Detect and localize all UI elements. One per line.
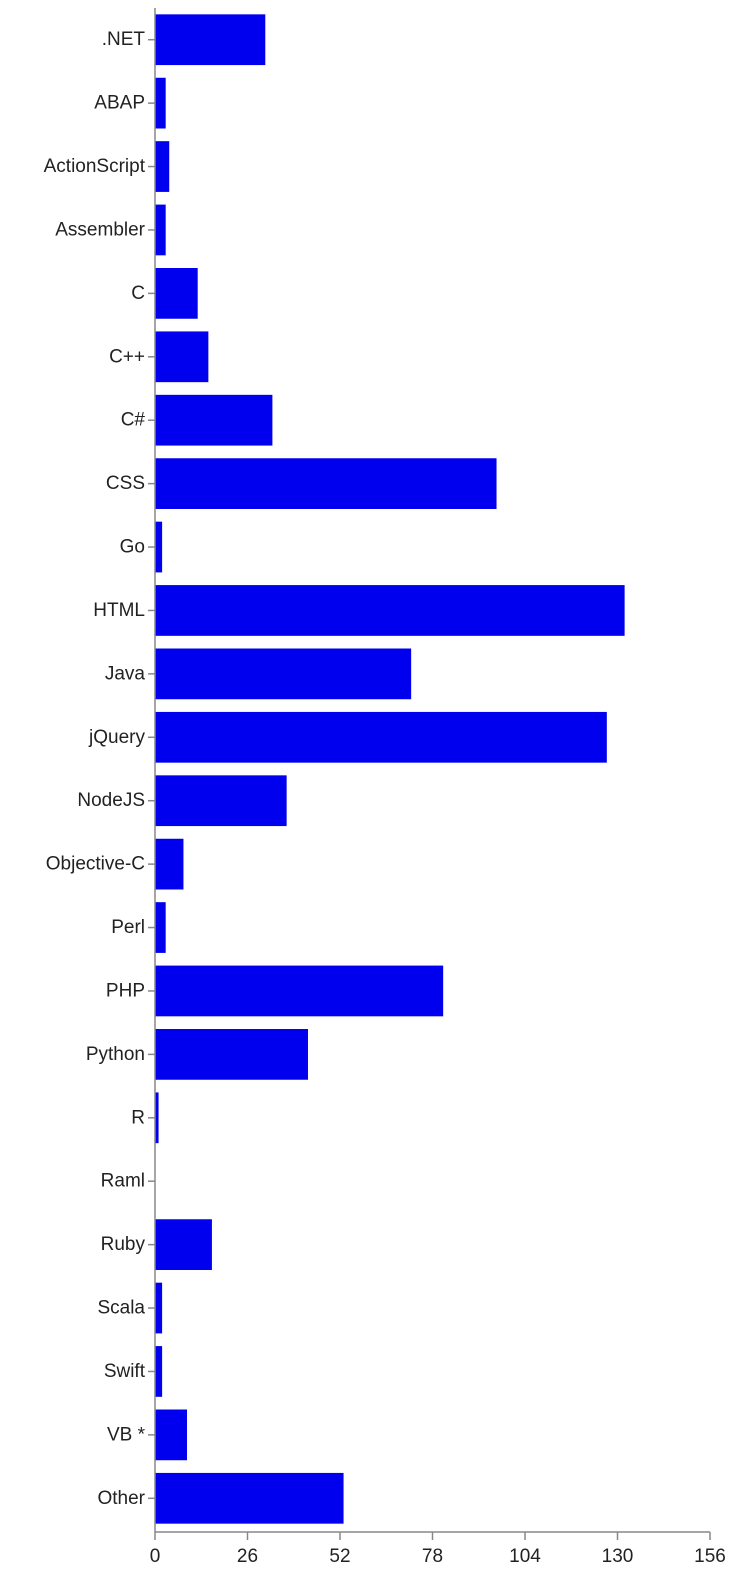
category-label: Assembler — [55, 219, 145, 240]
bar-python — [155, 1029, 308, 1080]
bar-assembler — [155, 204, 166, 256]
bar-other — [155, 1472, 344, 1524]
bar-perl — [155, 902, 166, 953]
bar-html — [155, 585, 625, 636]
category-label: jQuery — [88, 727, 145, 748]
value-tick-label: 0 — [150, 1546, 161, 1567]
category-label: Other — [97, 1488, 145, 1509]
category-label: Perl — [111, 917, 145, 938]
category-label: Objective-C — [46, 854, 145, 875]
category-label: ActionScript — [44, 156, 146, 177]
bar-go — [155, 521, 163, 573]
value-tick-label: 26 — [237, 1546, 258, 1567]
bar-c — [155, 331, 209, 383]
bar-net — [155, 14, 266, 66]
bar-c — [155, 394, 273, 446]
bar-vb — [155, 1409, 188, 1461]
bar-nodejs — [155, 775, 287, 827]
category-label: Scala — [97, 1298, 145, 1319]
bar-objective-c — [155, 838, 184, 890]
value-tick-label: 104 — [509, 1546, 541, 1567]
value-tick-label: 130 — [602, 1546, 634, 1567]
bar-java — [155, 648, 412, 700]
bar-ruby — [155, 1219, 212, 1270]
category-axis: .NET ABAP ActionScript Assembler C C++ C# CSS Go… — [44, 8, 156, 1532]
value-tick-label: 78 — [422, 1546, 443, 1567]
category-label: .NET — [102, 29, 146, 50]
value-tick-label: 156 — [694, 1546, 726, 1567]
bar-jquery — [155, 711, 607, 763]
category-label: Java — [105, 663, 146, 684]
category-label: NodeJS — [77, 790, 145, 811]
category-label: CSS — [106, 473, 145, 494]
category-label: Python — [86, 1044, 145, 1065]
value-axis: 0 26 52 78 104 130 156 — [150, 1531, 726, 1567]
category-label: R — [131, 1107, 145, 1128]
category-label: Go — [120, 537, 145, 558]
value-tick-label: 52 — [329, 1546, 350, 1567]
category-label: ABAP — [94, 93, 145, 114]
bar-c — [155, 268, 198, 319]
category-label: Swift — [104, 1361, 146, 1382]
category-label: C# — [121, 410, 146, 431]
bar-r — [155, 1092, 159, 1144]
bar-scala — [155, 1282, 163, 1334]
bar-actionscript — [155, 141, 170, 192]
bar-php — [155, 965, 444, 1017]
category-label: Ruby — [101, 1234, 146, 1255]
bar-css — [155, 458, 497, 509]
category-label: PHP — [106, 980, 145, 1001]
bar-abap — [155, 77, 166, 129]
bar-swift — [155, 1346, 163, 1397]
category-label: C++ — [109, 346, 145, 367]
category-label: HTML — [93, 600, 145, 621]
category-label: C — [131, 283, 145, 304]
category-label: VB * — [107, 1424, 146, 1445]
bars-group — [155, 14, 625, 1524]
category-label: Raml — [101, 1171, 145, 1192]
